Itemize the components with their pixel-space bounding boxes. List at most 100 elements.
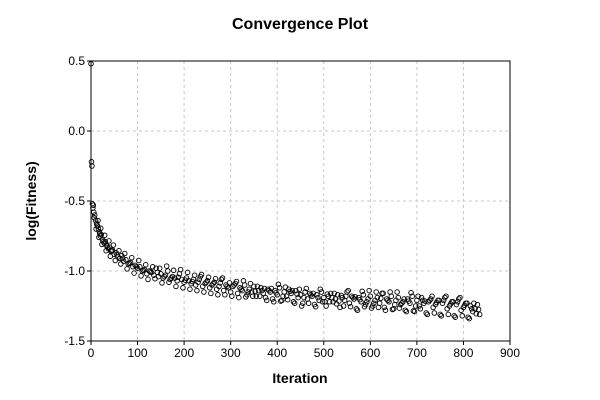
data-point xyxy=(400,299,406,305)
data-point xyxy=(473,310,479,317)
data-point xyxy=(367,293,374,299)
data-point xyxy=(371,300,377,306)
data-point xyxy=(241,282,248,288)
data-point xyxy=(396,305,403,311)
data-point xyxy=(362,301,369,308)
data-point xyxy=(300,300,306,306)
data-point xyxy=(301,294,307,301)
data-point xyxy=(374,294,381,301)
data-point xyxy=(336,298,342,304)
data-point xyxy=(381,304,388,311)
data-point xyxy=(331,290,338,297)
y-tick-label: -0.5 xyxy=(64,194,85,208)
data-point xyxy=(353,306,360,312)
y-tick-label: -1.0 xyxy=(64,264,85,278)
data-point xyxy=(165,268,171,274)
data-point xyxy=(350,294,356,301)
data-point xyxy=(284,296,291,303)
data-point xyxy=(145,276,151,283)
data-point xyxy=(91,212,98,218)
data-point xyxy=(409,293,415,299)
data-point xyxy=(445,311,452,318)
data-point xyxy=(138,273,144,279)
data-point xyxy=(217,280,223,286)
data-point xyxy=(261,285,268,292)
data-point xyxy=(135,257,142,264)
data-point xyxy=(334,292,341,298)
data-point xyxy=(454,299,461,305)
data-point xyxy=(124,266,130,272)
data-point xyxy=(419,297,426,304)
data-point xyxy=(161,273,168,280)
data-point xyxy=(288,290,294,297)
data-point xyxy=(474,301,481,308)
data-point xyxy=(442,294,448,301)
data-point xyxy=(399,300,405,306)
data-point xyxy=(315,294,321,301)
x-tick-label: 800 xyxy=(453,346,473,360)
data-point xyxy=(196,276,202,283)
data-point xyxy=(438,313,445,319)
data-points xyxy=(88,61,483,322)
data-point xyxy=(194,287,200,294)
data-point xyxy=(385,297,391,304)
data-point xyxy=(318,289,325,295)
data-point xyxy=(429,293,435,299)
data-point xyxy=(238,286,244,292)
data-point xyxy=(395,294,402,301)
data-point xyxy=(289,287,296,294)
data-point xyxy=(91,215,98,221)
data-point xyxy=(133,264,140,270)
data-point xyxy=(119,255,126,262)
data-point xyxy=(251,283,257,290)
data-point xyxy=(177,266,184,273)
data-point xyxy=(245,289,251,295)
data-point xyxy=(388,293,395,299)
data-point xyxy=(337,304,343,311)
data-point xyxy=(203,279,209,285)
data-point xyxy=(317,286,324,292)
data-point xyxy=(476,311,483,318)
data-point xyxy=(440,297,447,304)
data-point xyxy=(91,209,97,215)
data-point xyxy=(116,247,122,254)
data-point xyxy=(417,306,424,312)
data-point xyxy=(110,242,117,248)
data-point xyxy=(345,287,351,294)
data-point xyxy=(205,274,212,281)
data-point xyxy=(106,238,112,244)
data-point xyxy=(247,280,254,287)
data-point xyxy=(402,307,409,313)
data-point xyxy=(415,293,421,299)
data-point xyxy=(426,297,433,304)
data-point xyxy=(312,303,319,310)
data-point xyxy=(101,240,107,246)
data-point xyxy=(439,300,446,306)
data-point xyxy=(127,259,134,266)
x-tick-label: 500 xyxy=(314,346,334,360)
data-point xyxy=(407,300,413,306)
y-tick-label: 0.5 xyxy=(68,54,85,68)
data-point xyxy=(156,265,163,271)
data-point xyxy=(131,270,137,276)
data-point xyxy=(456,296,462,302)
data-point xyxy=(250,293,256,299)
data-point xyxy=(418,294,425,301)
data-point xyxy=(274,292,280,298)
data-point xyxy=(303,285,310,292)
data-point xyxy=(428,296,434,302)
data-point xyxy=(98,231,104,238)
data-point xyxy=(290,299,297,305)
y-tick-label: -1.5 xyxy=(64,334,85,348)
data-point xyxy=(376,300,383,306)
data-point xyxy=(298,303,305,309)
x-tick-label: 700 xyxy=(407,346,427,360)
y-tick-labels: 0.5 0.0 -0.5 -1.0 -1.5 xyxy=(64,54,85,348)
data-point xyxy=(173,283,179,290)
x-tick-label: 100 xyxy=(128,346,148,360)
data-point xyxy=(170,267,177,274)
data-point xyxy=(416,303,422,309)
data-point xyxy=(412,303,419,309)
y-axis-label: log(Fitness) xyxy=(23,161,39,240)
data-point xyxy=(269,296,276,302)
